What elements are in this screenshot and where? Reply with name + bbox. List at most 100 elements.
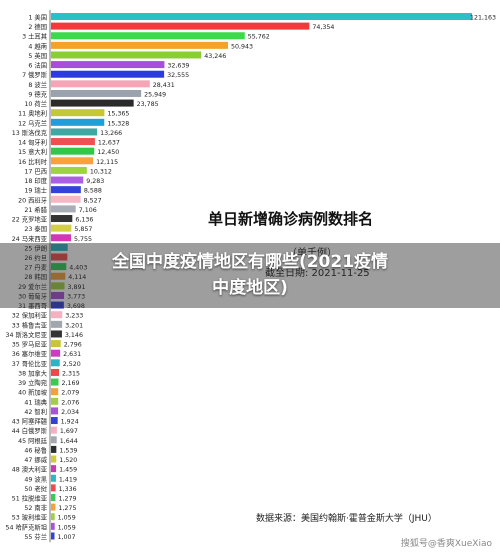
category-label: 36 塞尔维亚 xyxy=(12,349,48,358)
value-label: 28,431 xyxy=(153,82,175,89)
bar-15 xyxy=(51,147,95,155)
bar-21 xyxy=(51,205,76,213)
bar-24 xyxy=(51,234,71,242)
value-label: 6,136 xyxy=(75,217,93,224)
bar-14 xyxy=(51,138,95,146)
bar-44 xyxy=(51,426,57,434)
bar-46 xyxy=(51,445,57,453)
value-label: 55,762 xyxy=(248,34,270,41)
category-label: 23 泰国 xyxy=(24,224,47,233)
value-label: 3,233 xyxy=(65,313,83,320)
bar-43 xyxy=(51,417,58,425)
category-label: 5 英国 xyxy=(28,51,47,60)
value-label: 3,891 xyxy=(68,284,86,291)
value-label: 10,312 xyxy=(90,168,112,175)
bar-30 xyxy=(51,291,65,299)
category-label: 45 阿根廷 xyxy=(18,436,48,445)
category-label: 50 老挝 xyxy=(24,484,47,493)
value-label: 9,283 xyxy=(86,178,104,185)
bar-18 xyxy=(51,176,84,184)
value-label: 2,796 xyxy=(64,342,82,349)
bar-23 xyxy=(51,224,72,232)
value-label: 3,698 xyxy=(67,303,85,310)
category-label: 18 印度 xyxy=(24,176,47,185)
category-label: 47 挪威 xyxy=(24,455,47,464)
category-label: 7 俄罗斯 xyxy=(22,70,48,79)
bar-40 xyxy=(51,388,59,396)
caption-overlay xyxy=(0,243,500,308)
category-label: 30 葡萄牙 xyxy=(18,291,47,300)
bar-1 xyxy=(51,13,472,20)
value-label: 7,106 xyxy=(79,207,97,214)
bar-17 xyxy=(51,166,87,174)
value-label: 2,631 xyxy=(63,351,81,358)
category-label: 38 加拿大 xyxy=(18,368,48,377)
caption-line-2: 中度地区) xyxy=(212,278,288,298)
category-label: 16 比利时 xyxy=(18,157,48,166)
category-label: 29 爱尔兰 xyxy=(18,282,47,291)
category-label: 4 越南 xyxy=(28,41,47,50)
value-label: 2,079 xyxy=(61,390,79,397)
category-label: 26 约旦 xyxy=(24,253,47,262)
bar-4 xyxy=(51,41,229,49)
bar-52 xyxy=(51,503,56,511)
category-label: 39 立陶宛 xyxy=(18,378,47,387)
bar-42 xyxy=(51,407,59,415)
category-label: 41 瑞典 xyxy=(24,397,47,406)
category-label: 33 格鲁吉亚 xyxy=(12,320,48,329)
value-label: 1,697 xyxy=(60,428,78,435)
value-label: 15,365 xyxy=(107,111,129,118)
date-label: 截至日期: 2021-11-25 xyxy=(265,268,370,279)
category-label: 15 意大利 xyxy=(18,147,47,156)
bar-39 xyxy=(51,378,59,386)
category-label: 55 芬兰 xyxy=(24,532,47,541)
bar-7 xyxy=(51,70,165,78)
bar-41 xyxy=(51,397,59,405)
bar-55 xyxy=(51,532,55,540)
bar-51 xyxy=(51,494,56,501)
caption-text: 全国中度疫情地区有哪些(2021疫情 中度地区) xyxy=(0,249,500,301)
bar-10 xyxy=(51,99,134,107)
value-label: 4,114 xyxy=(68,274,86,281)
bar-50 xyxy=(51,484,56,492)
category-label: 21 希腊 xyxy=(24,205,47,214)
value-label: 1,007 xyxy=(57,534,75,541)
value-label: 13,266 xyxy=(100,130,122,137)
bar-47 xyxy=(51,455,57,463)
bar-25 xyxy=(51,243,68,251)
bar-29 xyxy=(51,282,65,290)
value-label: 3,146 xyxy=(65,332,83,339)
category-label: 11 奥地利 xyxy=(18,109,47,118)
value-label: 8,588 xyxy=(84,188,102,195)
category-label: 3 土耳其 xyxy=(22,32,47,41)
value-label: 2,034 xyxy=(61,409,79,416)
value-label: 43,246 xyxy=(204,53,226,60)
value-label: 1,539 xyxy=(59,447,77,454)
bar-2 xyxy=(51,22,310,30)
bar-20 xyxy=(51,195,81,203)
value-label: 32,639 xyxy=(167,63,189,70)
bar-38 xyxy=(51,368,60,376)
category-label: 37 哥伦比亚 xyxy=(12,359,48,368)
unit-label: （单千例） xyxy=(287,248,337,259)
value-label: 1,459 xyxy=(59,467,77,474)
category-label: 28 韩国 xyxy=(24,272,47,281)
category-label: 13 斯洛伐克 xyxy=(12,128,48,137)
value-label: 12,115 xyxy=(96,159,118,166)
category-label: 27 丹麦 xyxy=(24,263,47,272)
value-label: 50,943 xyxy=(231,43,253,50)
bar-9 xyxy=(51,89,142,97)
category-label: 49 波黑 xyxy=(24,474,47,483)
category-label: 25 伊朗 xyxy=(24,243,47,252)
category-label: 12 乌克兰 xyxy=(18,118,47,127)
category-label: 1 美国 xyxy=(28,13,47,22)
value-label: 1,520 xyxy=(59,457,77,464)
category-label: 53 玻利维亚 xyxy=(12,513,48,522)
bar-19 xyxy=(51,186,81,194)
value-label: 1,275 xyxy=(58,505,76,512)
value-label: 2,520 xyxy=(63,361,81,368)
category-label: 22 克罗地亚 xyxy=(12,215,48,224)
source-label: 数据来源：美国约翰斯·霍普金斯大学（JHU） xyxy=(256,514,437,524)
value-label: 23,785 xyxy=(137,101,159,108)
